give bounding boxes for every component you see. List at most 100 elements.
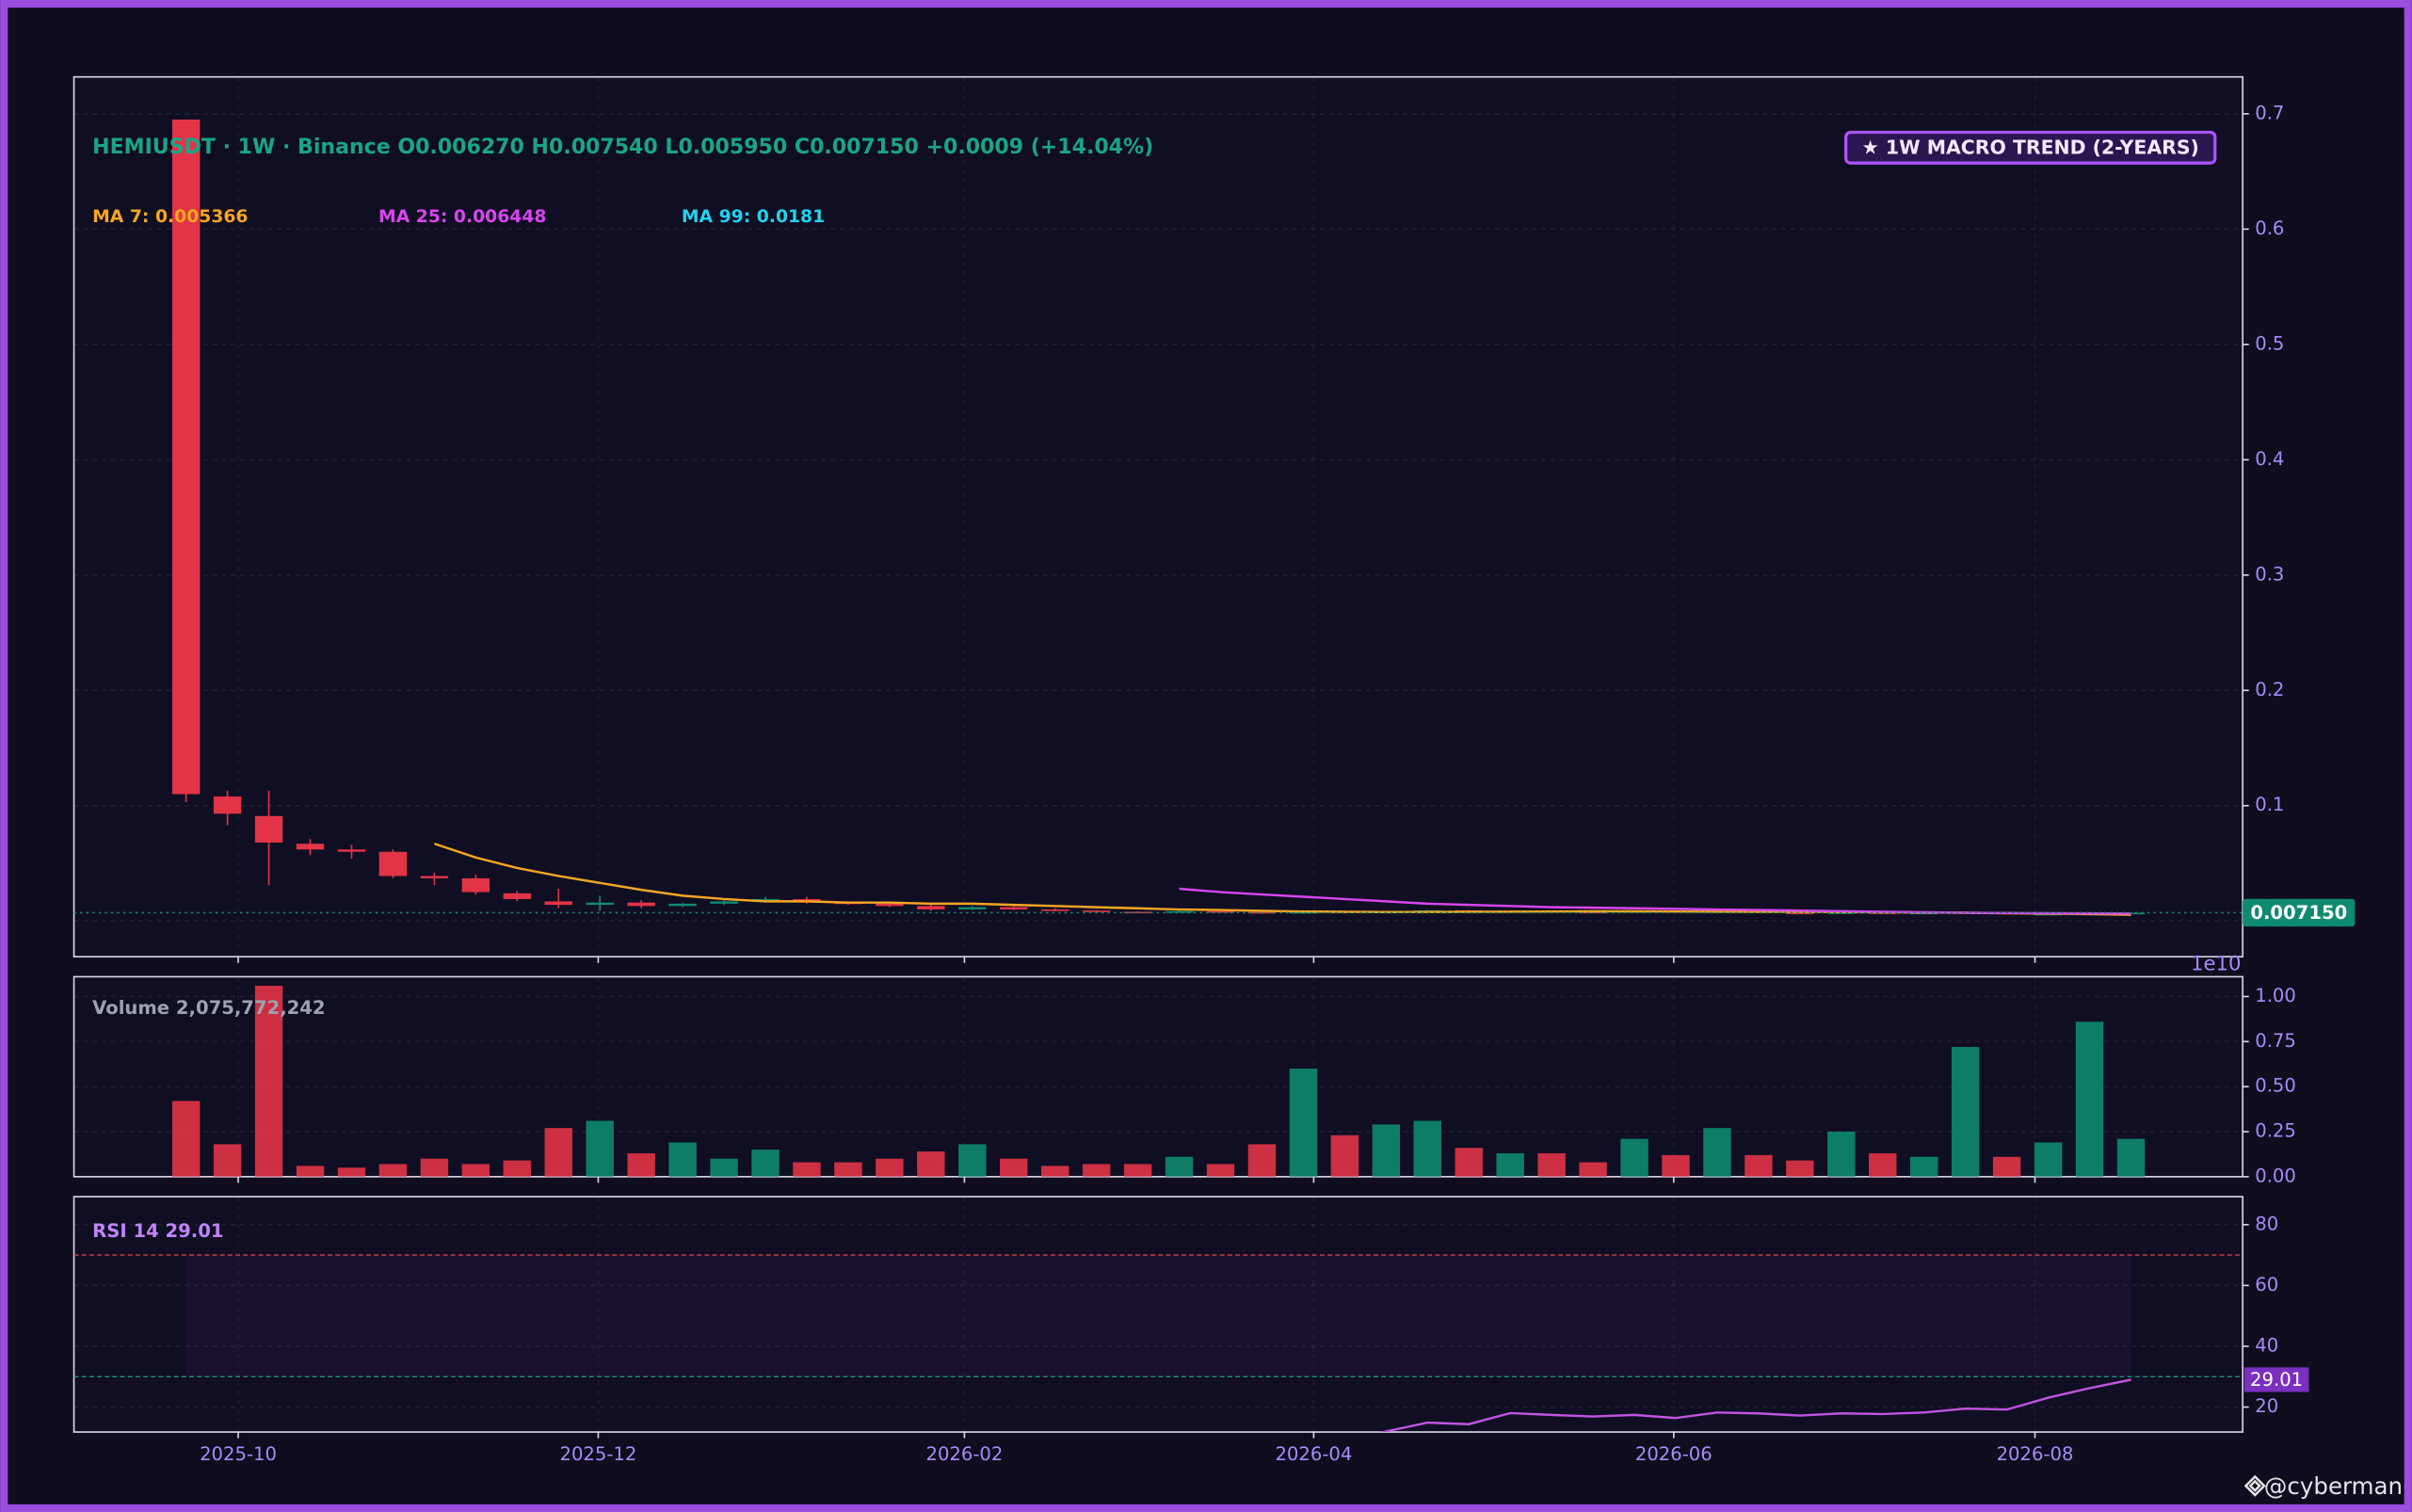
volume-bar [1206,1164,1235,1177]
legend-entry: MA 7: 0.005366 [92,207,248,227]
volume-bar [171,1101,201,1177]
volume-bar [1496,1152,1524,1177]
level-band [185,1255,2131,1377]
volume-bar [2116,1138,2146,1177]
volume-bar [1662,1154,1690,1177]
volume-bar [296,1166,325,1177]
candle-body [1123,911,1152,914]
badge-box [1844,130,2217,165]
candle-body [420,876,449,878]
volume-bar [1165,1156,1194,1177]
y-tick-label: 40 [2255,1334,2278,1356]
volume-bar [1745,1154,1773,1177]
y-tick-label: 0.25 [2255,1120,2296,1142]
volume-bar [503,1160,531,1177]
candle-body [254,815,283,843]
candle-body [1040,909,1069,911]
y-tick-label: 1.00 [2255,985,2296,1006]
candle-body [544,901,572,906]
y-tick-label: 80 [2255,1213,2278,1234]
y-tick-label: 0.6 [2255,217,2284,239]
volume-bar [834,1162,862,1177]
volume-bar [1827,1132,1856,1177]
plot-area [73,76,2243,957]
y-tick-label: 20 [2255,1395,2278,1417]
candle-body [917,906,945,909]
y-tick-label: 0.1 [2255,794,2284,815]
x-tick-label: 2026-02 [925,1443,1003,1465]
x-tick-label: 2025-10 [200,1443,277,1465]
offset-label: 1e10 [2191,952,2242,975]
x-tick-label: 2025-12 [560,1443,637,1465]
y-tick-label: 0.5 [2255,332,2284,354]
candle-body [337,849,366,852]
volume-bar [1040,1166,1069,1177]
volume-bar [1455,1148,1483,1177]
volume-title: Volume 2,075,772,242 [92,997,325,1019]
line-series [1179,887,2131,915]
volume-bar [254,986,283,1177]
badge: ★ 1W MACRO TREND (2-YEARS) [1862,137,2199,159]
volume-bar [1992,1156,2021,1177]
volume-bar [1082,1164,1111,1177]
volume-bar [1123,1164,1152,1177]
plot-layer: 0.00.10.20.30.40.50.60.7MA 7: 0.005366MA… [73,76,2356,1465]
volume-bar [668,1142,697,1177]
volume-bar [1000,1158,1028,1177]
price-tag: 0.007150 [2250,902,2347,924]
volume-bar [751,1150,780,1177]
x-tick-label: 2026-06 [1635,1443,1713,1465]
volume-bar [1289,1069,1318,1177]
candle-body [627,902,655,907]
volume-bar [876,1158,904,1177]
volume-bar [1537,1152,1566,1177]
line-series [1379,1378,2131,1433]
price-tag-box [2243,898,2356,927]
volume-bar [213,1144,242,1177]
volume-bar [420,1158,449,1177]
rsi-tag: 29.01 [2250,1369,2303,1391]
volume-bar [337,1167,366,1177]
candle-body [1165,910,1194,913]
volume-bar [1910,1156,1938,1177]
watermark: @cyberman [2264,1472,2403,1500]
volume-bar [1951,1047,1980,1177]
volume-bar [958,1144,987,1177]
rsi-panel [72,1196,2243,1433]
price-panel [72,75,2243,958]
candle-body [378,851,408,877]
candle-body [958,907,987,909]
candle-body [1000,907,1028,909]
plot-area [73,976,2243,1177]
legend-entry: MA 99: 0.0181 [682,207,825,227]
x-tick-label: 2026-04 [1275,1443,1352,1465]
y-tick-label: 0.2 [2255,679,2284,700]
chart-title: HEMIUSDT · 1W · Binance O0.006270 H0.007… [92,136,1153,159]
candle-body [503,893,531,899]
x-tick-label: 2026-08 [1997,1443,2074,1465]
volume-bar [1703,1128,1731,1177]
candle-body [213,796,242,814]
volume-bar [1786,1160,1814,1177]
rsi-tag-box [2243,1367,2309,1392]
volume-bar [1413,1120,1441,1177]
y-tick-label: 0.50 [2255,1075,2296,1097]
volume-bar [627,1152,655,1177]
rsi-title: RSI 14 29.01 [92,1220,223,1242]
candle-body [461,877,490,893]
y-tick-label: 0.7 [2255,102,2284,123]
volume-bar [710,1158,738,1177]
volume-bar [1247,1144,1277,1177]
volume-bar [1620,1138,1648,1177]
volume-bar [461,1164,490,1177]
volume-bar [2075,1021,2104,1177]
volume-panel [72,975,2243,1178]
volume-bar [1869,1152,1897,1177]
candle-body [710,901,738,904]
plot-area [73,1197,2243,1433]
volume-bar [917,1151,945,1177]
watermark-icon [2243,1474,2266,1497]
